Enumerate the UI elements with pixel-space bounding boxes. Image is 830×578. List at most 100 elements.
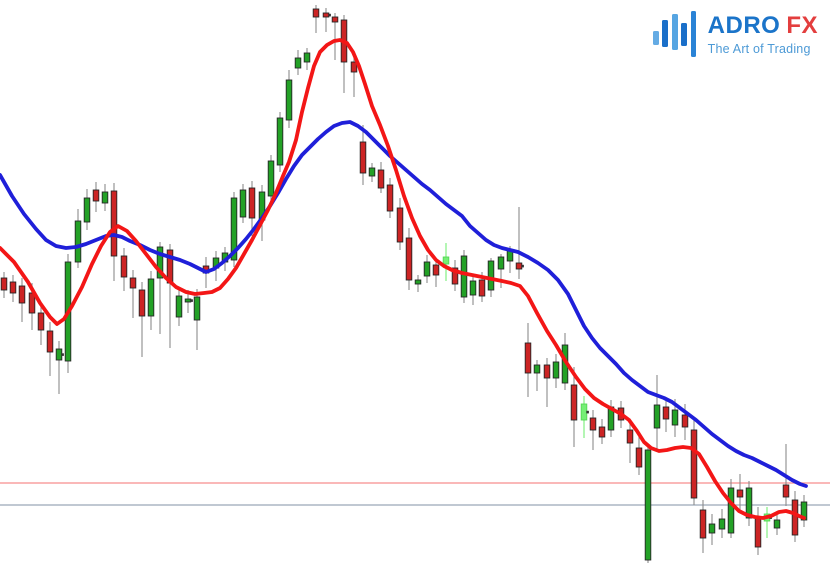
- candle-body: [193, 296, 201, 321]
- candle: [423, 255, 431, 283]
- candle-body: [377, 169, 385, 189]
- candle-body: [708, 523, 716, 534]
- candle: [543, 358, 551, 407]
- candle-body: [303, 52, 311, 63]
- close-tick-dot: [521, 264, 524, 268]
- adrofx-logo: ADRO FX The Art of Trading: [652, 11, 818, 58]
- candle-body: [101, 191, 109, 204]
- candle: [432, 258, 440, 287]
- candle-body: [653, 404, 661, 429]
- candle: [239, 184, 247, 223]
- candle-body: [276, 117, 284, 166]
- candle-body: [83, 197, 91, 223]
- candle-body: [414, 279, 422, 285]
- candle-body: [37, 312, 45, 331]
- logo-bar: [652, 31, 659, 45]
- candle: [120, 248, 128, 291]
- candle: [745, 481, 753, 526]
- candle-body: [451, 267, 459, 285]
- candle: [0, 272, 8, 298]
- candle-body: [543, 364, 551, 379]
- candle-body: [570, 384, 578, 421]
- candle: [414, 275, 422, 292]
- candle-body: [423, 261, 431, 277]
- candle: [442, 243, 450, 281]
- logo-bar: [680, 23, 687, 46]
- candle-body: [782, 484, 790, 498]
- candle-body: [690, 429, 698, 499]
- candle-body: [18, 285, 26, 304]
- candle-body: [442, 256, 450, 265]
- candle: [37, 302, 45, 345]
- logo-bar: [661, 20, 668, 47]
- candle: [635, 437, 643, 475]
- candle-body: [138, 289, 146, 317]
- candle-body: [580, 403, 588, 421]
- close-tick-dot: [586, 410, 589, 414]
- close-tick-dot: [328, 13, 331, 17]
- candle: [644, 446, 652, 563]
- candle-body: [644, 449, 652, 561]
- candle-body: [267, 160, 275, 197]
- candle: [763, 507, 772, 538]
- candle-body: [718, 518, 726, 530]
- brand-primary-text: ADRO: [707, 11, 781, 39]
- candle: [405, 228, 413, 290]
- candle: [92, 182, 100, 212]
- candle: [9, 275, 17, 302]
- candle: [570, 367, 578, 447]
- candle: [396, 198, 404, 250]
- candle-body: [28, 292, 36, 314]
- close-tick-dot: [190, 299, 193, 302]
- candle: [175, 287, 183, 326]
- candle: [312, 5, 320, 33]
- candle-body: [386, 184, 394, 212]
- candle-body: [294, 57, 302, 69]
- candle-body: [432, 264, 440, 276]
- candle: [736, 474, 744, 512]
- candle-body: [46, 330, 54, 353]
- candle: [515, 207, 524, 279]
- candles-layer: [0, 5, 808, 563]
- candle: [718, 509, 726, 538]
- candle-body: [745, 487, 753, 519]
- candle-body: [74, 220, 82, 263]
- candle-body: [239, 189, 247, 218]
- candle-body: [626, 429, 634, 444]
- candle-body: [681, 414, 689, 428]
- candle: [653, 375, 661, 452]
- candle: [138, 282, 146, 357]
- logo-bar: [671, 14, 678, 50]
- brand-tagline: The Art of Trading: [707, 41, 811, 56]
- candle-body: [515, 262, 523, 270]
- candle-body: [55, 348, 63, 361]
- candle-body: [175, 295, 183, 318]
- close-tick-dot: [61, 353, 64, 356]
- candle: [340, 15, 348, 93]
- candle-body: [120, 255, 128, 278]
- candle-body: [662, 406, 670, 420]
- candle: [110, 183, 118, 281]
- candle-body: [754, 516, 762, 548]
- candle: [248, 181, 256, 236]
- candle: [322, 8, 331, 32]
- candle: [598, 419, 606, 444]
- candle-body: [533, 364, 541, 374]
- candle: [101, 184, 109, 211]
- candle: [451, 260, 459, 291]
- candle-body: [800, 501, 808, 521]
- candle-body: [322, 12, 330, 18]
- candle: [74, 209, 82, 268]
- candle-body: [110, 190, 118, 257]
- candle-body: [671, 409, 679, 426]
- candle: [580, 396, 589, 438]
- candle-body: [497, 256, 505, 270]
- candle: [294, 50, 302, 75]
- candle-body: [230, 197, 238, 261]
- candle: [377, 162, 385, 193]
- candle: [303, 48, 311, 70]
- candle: [589, 410, 597, 450]
- logo-text: ADRO FX The Art of Trading: [707, 11, 818, 56]
